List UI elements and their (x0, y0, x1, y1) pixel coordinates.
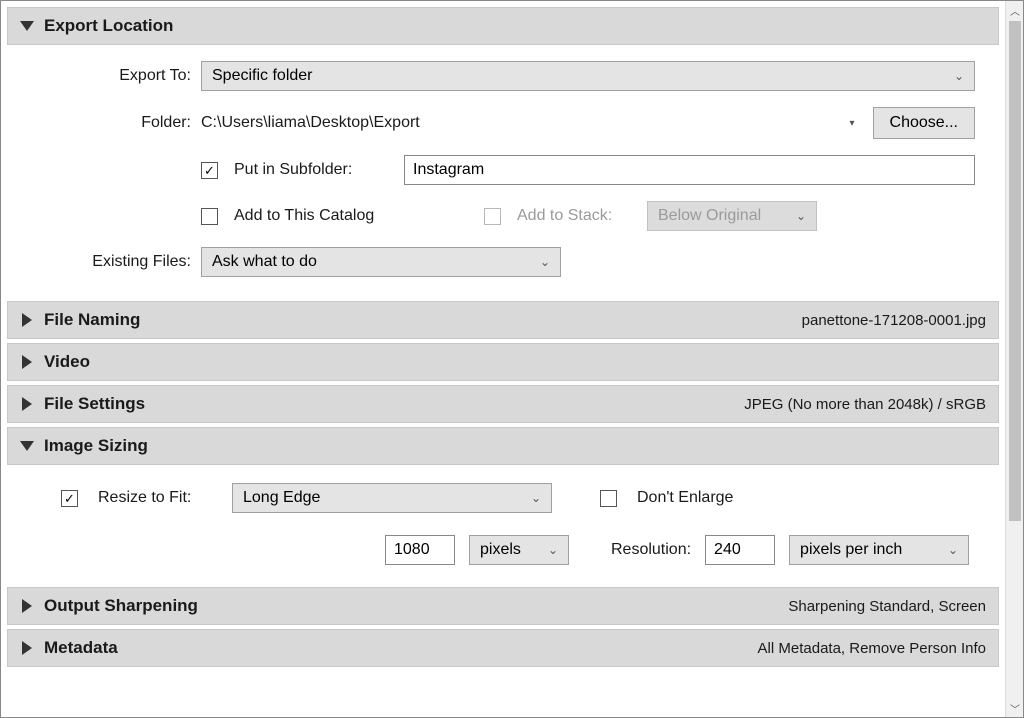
section-title: Image Sizing (44, 436, 148, 456)
file-settings-summary: JPEG (No more than 2048k) / sRGB (744, 396, 986, 413)
section-header-output-sharpening[interactable]: Output Sharpening Sharpening Standard, S… (7, 587, 999, 625)
disclosure-triangle-icon (22, 641, 32, 655)
folder-label: Folder: (31, 114, 201, 132)
disclosure-triangle-icon (22, 599, 32, 613)
dont-enlarge-label: Don't Enlarge (637, 489, 733, 507)
export-to-label: Export To: (31, 67, 201, 85)
section-title: File Naming (44, 310, 140, 330)
section-title: Export Location (44, 16, 173, 36)
add-to-catalog-label: Add to This Catalog (234, 207, 474, 225)
export-to-select[interactable]: Specific folder ⌄ (201, 61, 975, 91)
chevron-down-icon: ⌄ (548, 543, 558, 557)
resolution-unit-value: pixels per inch (800, 541, 902, 559)
section-header-file-settings[interactable]: File Settings JPEG (No more than 2048k) … (7, 385, 999, 423)
resize-to-fit-checkbox[interactable] (61, 490, 78, 507)
add-to-stack-value: Below Original (658, 207, 761, 225)
section-header-image-sizing[interactable]: Image Sizing (7, 427, 999, 465)
resolution-unit-select[interactable]: pixels per inch ⌄ (789, 535, 969, 565)
section-header-export-location[interactable]: Export Location (7, 7, 999, 45)
export-dialog-panel: Export Location Export To: Specific fold… (0, 0, 1024, 718)
section-header-metadata[interactable]: Metadata All Metadata, Remove Person Inf… (7, 629, 999, 667)
add-to-catalog-checkbox[interactable] (201, 208, 218, 225)
dimension-unit-select[interactable]: pixels ⌄ (469, 535, 569, 565)
section-title: File Settings (44, 394, 145, 414)
resize-to-fit-label: Resize to Fit: (98, 489, 218, 507)
folder-path-text: C:\Users\liama\Desktop\Export (201, 114, 839, 132)
existing-files-select[interactable]: Ask what to do ⌄ (201, 247, 561, 277)
scroll-up-arrow-icon[interactable]: ︿ (1006, 1, 1024, 19)
add-to-stack-label: Add to Stack: (517, 207, 637, 225)
scroll-down-arrow-icon[interactable]: ﹀ (1006, 699, 1024, 717)
vertical-scrollbar[interactable]: ︿ ﹀ (1005, 1, 1023, 717)
section-header-video[interactable]: Video (7, 343, 999, 381)
choose-folder-button[interactable]: Choose... (873, 107, 975, 139)
subfolder-name-input[interactable] (404, 155, 975, 185)
folder-dropdown-caret-icon[interactable]: ▾ (849, 118, 854, 129)
section-title: Metadata (44, 638, 118, 658)
add-to-stack-select: Below Original ⌄ (647, 201, 817, 231)
section-title: Video (44, 352, 90, 372)
chevron-down-icon: ⌄ (531, 491, 541, 505)
section-header-file-naming[interactable]: File Naming panettone-171208-0001.jpg (7, 301, 999, 339)
resolution-input[interactable] (705, 535, 775, 565)
file-naming-summary: panettone-171208-0001.jpg (802, 312, 986, 329)
resolution-label: Resolution: (611, 541, 691, 559)
dont-enlarge-checkbox[interactable] (600, 490, 617, 507)
section-title: Output Sharpening (44, 596, 198, 616)
dimension-unit-value: pixels (480, 541, 521, 559)
export-to-value: Specific folder (212, 67, 313, 85)
resize-to-fit-select[interactable]: Long Edge ⌄ (232, 483, 552, 513)
put-in-subfolder-checkbox[interactable] (201, 162, 218, 179)
disclosure-triangle-icon (20, 441, 34, 451)
section-body-image-sizing: Resize to Fit: Long Edge ⌄ Don't Enlarge… (7, 465, 999, 583)
resize-to-fit-value: Long Edge (243, 489, 320, 507)
scroll-thumb[interactable] (1009, 21, 1021, 521)
existing-files-label: Existing Files: (31, 253, 201, 271)
chevron-down-icon: ⌄ (948, 543, 958, 557)
metadata-summary: All Metadata, Remove Person Info (758, 640, 986, 657)
chevron-down-icon: ⌄ (796, 209, 806, 223)
section-body-export-location: Export To: Specific folder ⌄ Folder: C:\… (7, 45, 999, 297)
content-area: Export Location Export To: Specific fold… (1, 1, 1005, 717)
chevron-down-icon: ⌄ (954, 69, 964, 83)
add-to-stack-checkbox (484, 208, 501, 225)
disclosure-triangle-icon (22, 355, 32, 369)
disclosure-triangle-icon (22, 397, 32, 411)
dimension-input[interactable] (385, 535, 455, 565)
disclosure-triangle-icon (20, 21, 34, 31)
chevron-down-icon: ⌄ (540, 255, 550, 269)
put-in-subfolder-label: Put in Subfolder: (234, 161, 394, 179)
existing-files-value: Ask what to do (212, 253, 317, 271)
disclosure-triangle-icon (22, 313, 32, 327)
output-sharpening-summary: Sharpening Standard, Screen (788, 598, 986, 615)
